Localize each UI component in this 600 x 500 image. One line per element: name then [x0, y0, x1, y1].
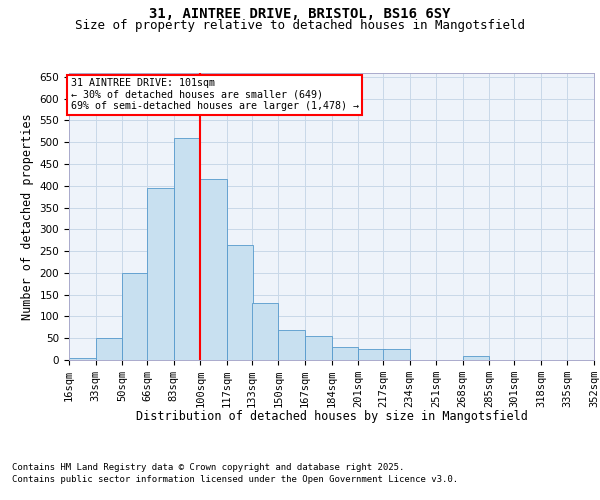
- Bar: [69, 358, 95, 360]
- X-axis label: Distribution of detached houses by size in Mangotsfield: Distribution of detached houses by size …: [136, 410, 527, 423]
- Bar: [122, 273, 149, 360]
- Y-axis label: Number of detached properties: Number of detached properties: [21, 113, 34, 320]
- Text: 31, AINTREE DRIVE, BRISTOL, BS16 6SY: 31, AINTREE DRIVE, BRISTOL, BS16 6SY: [149, 8, 451, 22]
- Bar: [252, 304, 278, 360]
- Bar: [173, 138, 200, 360]
- Bar: [227, 244, 253, 360]
- Bar: [305, 336, 331, 360]
- Bar: [278, 330, 305, 360]
- Text: Size of property relative to detached houses in Mangotsfield: Size of property relative to detached ho…: [75, 19, 525, 32]
- Bar: [95, 338, 122, 360]
- Text: 31 AINTREE DRIVE: 101sqm
← 30% of detached houses are smaller (649)
69% of semi-: 31 AINTREE DRIVE: 101sqm ← 30% of detach…: [71, 78, 359, 112]
- Bar: [463, 356, 490, 360]
- Bar: [200, 179, 227, 360]
- Bar: [358, 349, 385, 360]
- Bar: [383, 349, 410, 360]
- Text: Contains public sector information licensed under the Open Government Licence v3: Contains public sector information licen…: [12, 474, 458, 484]
- Bar: [331, 347, 358, 360]
- Bar: [147, 188, 173, 360]
- Text: Contains HM Land Registry data © Crown copyright and database right 2025.: Contains HM Land Registry data © Crown c…: [12, 464, 404, 472]
